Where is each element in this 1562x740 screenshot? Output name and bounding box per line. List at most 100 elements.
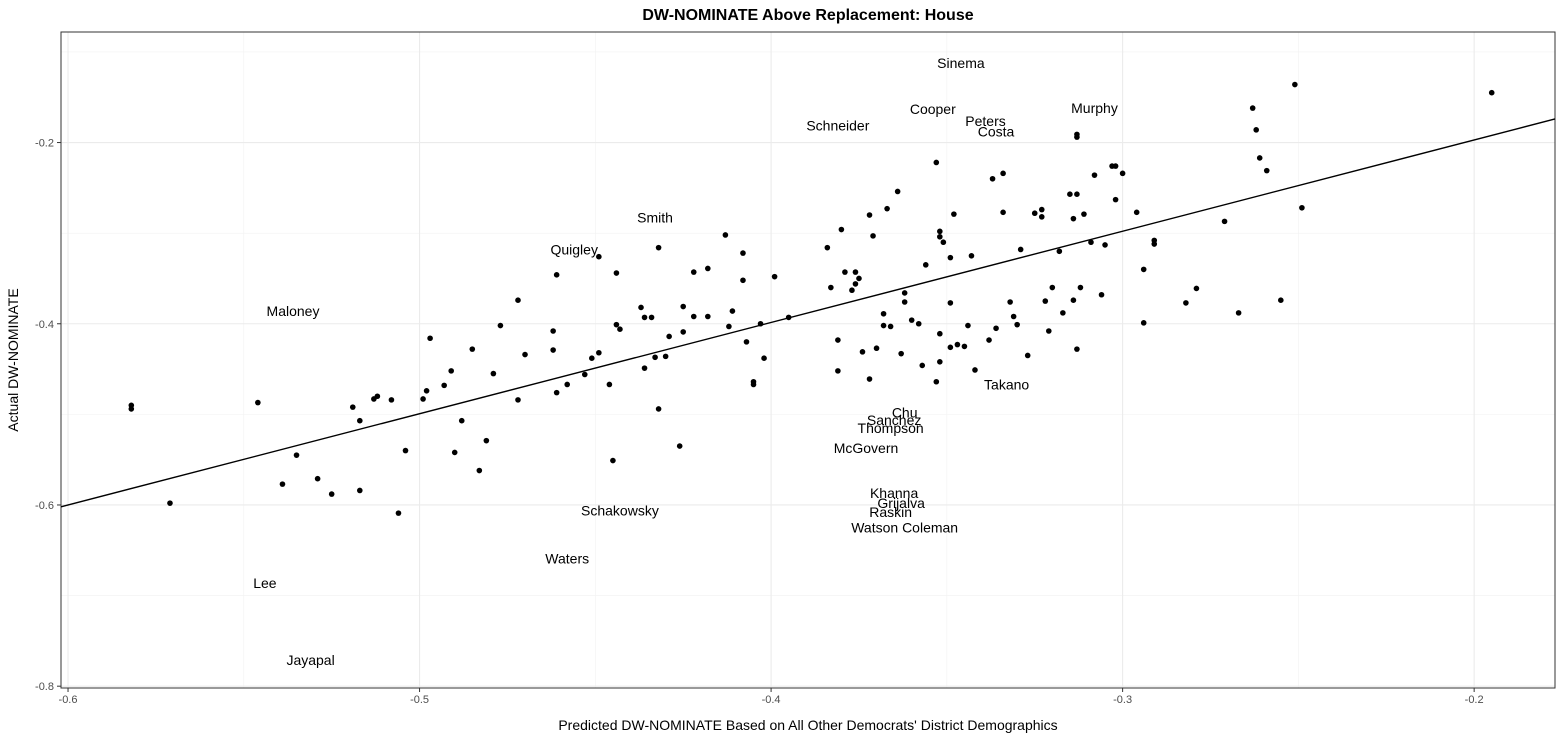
point-label: Schakowsky [581,502,659,518]
x-tick-label: -0.3 [1113,694,1132,706]
data-point [167,500,173,506]
data-point [1256,155,1263,161]
x-axis-title: Predicted DW-NOMINATE Based on All Other… [558,717,1057,733]
data-point [937,228,943,235]
data-point [1183,300,1189,306]
data-point [349,404,356,410]
data-point [968,253,975,259]
data-point [1119,170,1126,177]
data-point [1031,210,1038,217]
data-point [596,349,602,356]
data-point [1221,218,1228,225]
data-point [1088,239,1094,246]
data-point [880,310,887,317]
data-point [1081,211,1087,217]
data-point [1007,299,1013,305]
x-tick-label: -0.6 [59,694,78,706]
point-label: Smith [637,210,673,226]
data-point [972,367,978,373]
data-point [680,329,687,335]
point-label: Cooper [910,101,956,117]
data-point [1074,134,1080,140]
data-point [1263,167,1270,174]
data-point [690,313,697,320]
data-point [1098,291,1105,298]
point-label: Watson Coleman [851,520,958,536]
data-point [1193,285,1200,292]
data-point [954,341,961,348]
data-point [469,346,476,352]
fit-line-layer [60,118,1556,508]
point-label: Chu [892,405,918,421]
data-point [915,320,922,327]
point-label: McGovern [834,440,899,456]
data-point [395,510,402,516]
data-point [849,287,855,294]
data-point [940,239,947,246]
data-point [497,322,504,329]
point-label: Thompson [858,420,924,436]
data-point [880,322,887,329]
point-label: Maloney [267,303,320,319]
data-point [1102,242,1108,248]
data-point [655,244,662,251]
data-point [870,233,876,239]
data-point [1077,284,1084,291]
data-point [1045,328,1052,334]
point-label: Jayapal [286,652,334,668]
data-point [458,417,465,424]
data-point [852,269,859,275]
data-point [1056,248,1063,255]
data-point [490,370,497,377]
data-point [1017,246,1024,253]
data-point [740,277,746,284]
data-point [951,211,957,217]
data-point [553,272,560,278]
data-point [1014,321,1020,328]
data-point [993,325,999,332]
data-point [947,300,954,306]
panel-border [60,31,1556,689]
data-point [901,290,908,296]
data-point [1091,172,1098,178]
data-point [856,275,862,282]
data-point [690,269,697,275]
y-tick-label: -0.6 [35,500,54,512]
data-point [1140,266,1147,273]
data-point [522,351,528,358]
axes: -0.6 -0.5 -0.4 -0.3 -0.2 -0.8 -0.6 -0.4 -0.2 [35,138,1484,706]
data-point [824,244,831,251]
data-point [617,326,623,332]
data-point [947,344,954,351]
regression-line [60,118,1556,508]
data-point [1042,298,1049,304]
x-tick-label: -0.5 [410,694,429,706]
data-point [852,281,859,287]
data-point [641,314,648,321]
data-point [550,347,556,353]
data-point [729,308,736,314]
data-point [374,393,381,400]
y-tick-label: -0.8 [35,681,54,693]
data-point [866,212,873,218]
data-point [255,399,261,406]
data-point [961,343,968,350]
panel-frame [60,31,1556,689]
data-point [357,417,363,424]
data-point [1038,206,1045,213]
data-point [402,447,409,454]
data-point [613,270,620,276]
data-point [676,443,683,449]
point-label: Schneider [806,117,869,133]
data-point [965,322,971,329]
data-point [648,314,655,321]
data-point [859,349,866,355]
data-point [550,328,556,334]
data-point [553,389,560,396]
data-point [293,452,300,458]
data-point [919,362,926,369]
data-point [937,233,943,240]
data-point [606,381,613,388]
data-point [1070,215,1077,222]
